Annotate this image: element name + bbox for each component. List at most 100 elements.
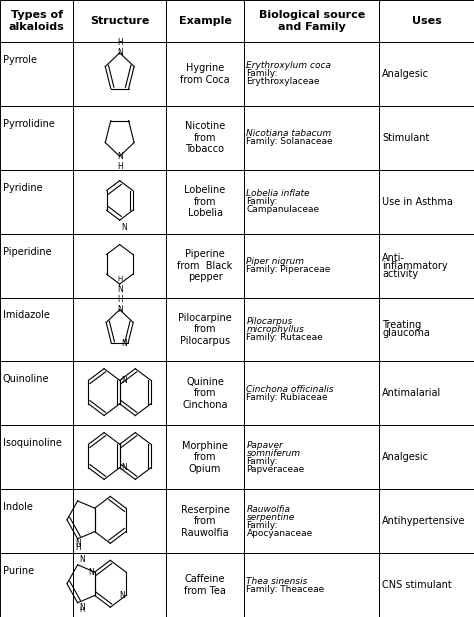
Text: Family:: Family: xyxy=(246,457,278,466)
Bar xyxy=(244,42,379,106)
Bar xyxy=(166,106,244,170)
Bar xyxy=(166,362,244,425)
Text: N: N xyxy=(79,555,85,563)
Text: N: N xyxy=(117,284,123,294)
Text: H: H xyxy=(117,162,123,171)
Text: N: N xyxy=(117,305,123,314)
Bar xyxy=(0,106,73,170)
Text: Types of
alkaloids: Types of alkaloids xyxy=(9,10,64,32)
Bar xyxy=(166,425,244,489)
Text: Lobelia inflate: Lobelia inflate xyxy=(246,189,310,198)
Text: Antimalarial: Antimalarial xyxy=(382,388,441,399)
Bar xyxy=(166,553,244,617)
Bar xyxy=(73,489,166,553)
Text: Example: Example xyxy=(179,16,231,26)
Text: Indole: Indole xyxy=(3,502,33,512)
Bar xyxy=(166,489,244,553)
Text: Reserpine
from
Rauwolfia: Reserpine from Rauwolfia xyxy=(181,505,229,538)
Bar xyxy=(244,297,379,362)
Text: Apocyanaceae: Apocyanaceae xyxy=(246,529,313,537)
Text: N: N xyxy=(117,48,123,57)
Text: Treating: Treating xyxy=(382,320,421,331)
Bar xyxy=(244,362,379,425)
Text: Pilocarpus: Pilocarpus xyxy=(246,317,293,326)
Text: N: N xyxy=(76,539,82,549)
Bar xyxy=(379,425,474,489)
Text: Lobeline
from
Lobelia: Lobeline from Lobelia xyxy=(184,185,226,218)
Text: Erythroxylaceae: Erythroxylaceae xyxy=(246,77,320,86)
Text: Isoquinoline: Isoquinoline xyxy=(3,438,62,448)
Text: Purine: Purine xyxy=(3,566,34,576)
Bar xyxy=(73,297,166,362)
Bar xyxy=(244,0,379,42)
Bar xyxy=(73,234,166,297)
Text: N: N xyxy=(88,568,94,576)
Text: glaucoma: glaucoma xyxy=(382,328,430,339)
Text: Caffeine
from Tea: Caffeine from Tea xyxy=(184,574,226,596)
Bar xyxy=(73,0,166,42)
Text: Thea sinensis: Thea sinensis xyxy=(246,576,308,586)
Bar xyxy=(244,553,379,617)
Text: Pilocarpine
from
Pilocarpus: Pilocarpine from Pilocarpus xyxy=(178,313,232,346)
Bar xyxy=(166,234,244,297)
Text: Morphine
from
Opium: Morphine from Opium xyxy=(182,441,228,474)
Text: Family: Solanaceae: Family: Solanaceae xyxy=(246,138,333,146)
Text: N: N xyxy=(121,339,127,347)
Bar xyxy=(379,489,474,553)
Text: Biological source
and Family: Biological source and Family xyxy=(258,10,365,32)
Bar xyxy=(244,489,379,553)
Text: Family: Theaceae: Family: Theaceae xyxy=(246,584,325,594)
Text: Antihypertensive: Antihypertensive xyxy=(382,516,465,526)
Bar xyxy=(0,553,73,617)
Text: N: N xyxy=(79,603,85,612)
Text: Pyridine: Pyridine xyxy=(3,183,43,193)
Text: Anti-: Anti- xyxy=(382,252,405,263)
Bar xyxy=(73,170,166,234)
Bar xyxy=(379,362,474,425)
Text: N: N xyxy=(117,152,123,161)
Text: Quinoline: Quinoline xyxy=(3,375,49,384)
Bar xyxy=(73,362,166,425)
Text: inflammatory: inflammatory xyxy=(382,260,447,271)
Text: N: N xyxy=(121,463,127,472)
Text: Pyrrole: Pyrrole xyxy=(3,55,37,65)
Text: Analgesic: Analgesic xyxy=(382,452,429,462)
Bar xyxy=(166,297,244,362)
Bar xyxy=(244,170,379,234)
Text: Piper nigrum: Piper nigrum xyxy=(246,257,304,266)
Text: Piperidine: Piperidine xyxy=(3,247,52,257)
Bar xyxy=(379,297,474,362)
Text: Piperine
from  Black
pepper: Piperine from Black pepper xyxy=(177,249,233,282)
Text: CNS stimulant: CNS stimulant xyxy=(382,580,452,590)
Bar xyxy=(73,425,166,489)
Text: N: N xyxy=(119,591,125,600)
Text: Rauwolfia: Rauwolfia xyxy=(246,505,291,513)
Bar xyxy=(379,170,474,234)
Bar xyxy=(244,106,379,170)
Bar xyxy=(379,553,474,617)
Bar xyxy=(0,170,73,234)
Text: H: H xyxy=(117,276,122,281)
Text: Family:: Family: xyxy=(246,197,278,206)
Bar xyxy=(379,234,474,297)
Text: H: H xyxy=(76,543,82,552)
Bar xyxy=(379,0,474,42)
Bar xyxy=(73,106,166,170)
Text: Family: Rutaceae: Family: Rutaceae xyxy=(246,333,323,342)
Text: Papveraceae: Papveraceae xyxy=(246,465,305,474)
Text: Pyrrolidine: Pyrrolidine xyxy=(3,118,55,129)
Text: Family:: Family: xyxy=(246,521,278,529)
Bar xyxy=(244,425,379,489)
Bar xyxy=(244,234,379,297)
Text: activity: activity xyxy=(382,268,418,279)
Text: Nicotiana tabacum: Nicotiana tabacum xyxy=(246,130,332,138)
Text: Stimulant: Stimulant xyxy=(382,133,429,143)
Bar xyxy=(166,0,244,42)
Bar xyxy=(0,489,73,553)
Text: Papaver: Papaver xyxy=(246,441,283,450)
Text: Family: Piperaceae: Family: Piperaceae xyxy=(246,265,331,274)
Text: Hygrine
from Coca: Hygrine from Coca xyxy=(180,63,230,85)
Text: Family: Rubiaceae: Family: Rubiaceae xyxy=(246,393,328,402)
Text: Nicotine
from
Tobacco: Nicotine from Tobacco xyxy=(185,121,225,154)
Bar xyxy=(0,42,73,106)
